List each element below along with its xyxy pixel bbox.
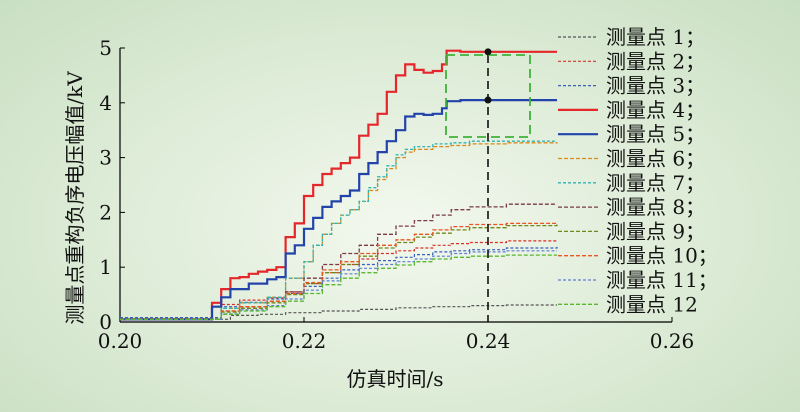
y-axis-label: 测量点重构负序电压幅值/kV [63,71,87,325]
series-line-11 [120,250,557,320]
series-line-12 [120,254,557,320]
y-tick-label: 1 [99,255,112,279]
y-tick-label: 5 [99,36,112,60]
series-line-6 [120,142,558,320]
series-line-7 [120,140,557,320]
legend-label-7: 测量点 7； [606,171,705,195]
series-line-10 [120,222,558,320]
x-tick-label: 0.20 [98,329,143,353]
legend-label-6: 测量点 6； [606,147,705,171]
series-line-4 [120,49,557,321]
legend-label-3: 测量点 3； [606,74,705,98]
x-tick-label: 0.26 [650,329,695,353]
x-axis-label: 仿真时间/s [346,367,443,391]
legend-label-1: 测量点 1； [606,25,705,49]
x-tick-label: 0.24 [466,329,511,353]
marker-point [484,96,492,104]
y-tick-label: 2 [99,200,112,224]
legend-label-2: 测量点 2； [606,49,705,73]
legend: 测量点 1；测量点 2；测量点 3；测量点 4；测量点 5；测量点 6；测量点 … [558,25,718,316]
legend-label-4: 测量点 4； [606,98,705,122]
legend-label-11: 测量点 11； [606,268,718,292]
marker-point [484,48,492,56]
legend-label-12: 测量点 12 [606,292,698,316]
legend-label-9: 测量点 9； [606,219,705,243]
legend-label-5: 测量点 5； [606,122,705,146]
series-line-1 [120,304,557,320]
series-line-8 [120,203,557,320]
legend-label-8: 测量点 8； [606,195,705,219]
y-tick-label: 3 [99,146,112,170]
series-layer [120,49,558,321]
y-tick-label: 4 [99,91,112,115]
series-line-3 [120,246,558,319]
axes: 0.20 0.22 0.24 0.26 0 1 2 3 4 5 [98,36,695,353]
legend-label-10: 测量点 10； [606,244,718,268]
x-tick-label: 0.22 [282,329,327,353]
series-line-9 [120,224,558,320]
series-line-5 [120,99,557,321]
y-tick-label: 0 [99,310,112,334]
annotation-layer [445,48,531,322]
